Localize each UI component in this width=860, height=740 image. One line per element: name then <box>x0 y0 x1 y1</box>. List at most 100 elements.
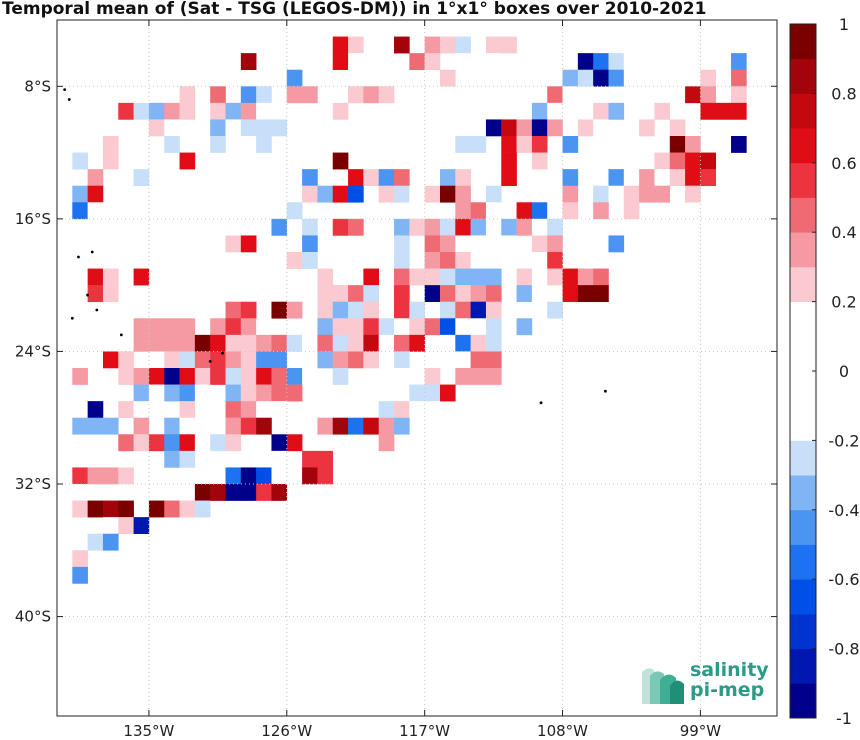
colorbar-segment <box>790 544 816 580</box>
heatmap-cell <box>148 334 165 352</box>
heatmap-cell <box>164 334 180 352</box>
heatmap-cell <box>225 384 242 402</box>
heatmap-cell <box>516 202 533 220</box>
heatmap-cell <box>256 334 272 352</box>
heatmap-cell <box>608 69 625 87</box>
heatmap-cell <box>470 235 487 253</box>
heatmap-cell <box>363 384 379 402</box>
heatmap-cell <box>378 434 395 452</box>
heatmap-cell <box>271 484 288 501</box>
heatmap-cell <box>455 268 471 286</box>
latitude-axis: 8°S 16°S 24°S 32°S 40°S <box>15 77 777 626</box>
heatmap-cell <box>72 550 88 568</box>
heatmap-cell <box>608 185 625 203</box>
heatmap-cell <box>133 517 150 535</box>
heatmap-cell <box>639 185 655 203</box>
heatmap-cell <box>654 185 671 203</box>
heatmap-cell <box>562 86 579 104</box>
x-tick-label: 117°W <box>399 722 450 740</box>
heatmap-cell <box>562 185 579 203</box>
heatmap-cell <box>455 218 471 236</box>
heatmap-cell <box>72 185 88 203</box>
colorbar-segment <box>790 128 816 164</box>
colorbar-segment <box>790 371 816 407</box>
heatmap-cell <box>623 119 640 137</box>
plot-frame <box>56 19 778 717</box>
heatmap-cell <box>102 517 119 535</box>
heatmap-cell <box>654 69 671 87</box>
colorbar-tick-label: 0.6 <box>831 154 856 173</box>
heatmap-cell <box>455 169 471 187</box>
heatmap-cell <box>394 268 410 286</box>
island-mark <box>86 293 90 297</box>
heatmap-cell <box>593 119 609 137</box>
island-mark <box>221 351 224 355</box>
colorbar-tick-label: 0.2 <box>831 293 856 312</box>
heatmap-cell <box>256 401 272 419</box>
heatmap-cell <box>577 285 594 303</box>
heatmap-cell <box>240 318 257 336</box>
heatmap-cell <box>409 401 425 419</box>
heatmap-cell <box>593 152 609 170</box>
heatmap-cell <box>424 185 441 203</box>
heatmap-cell <box>394 334 410 352</box>
heatmap-cell <box>256 136 272 153</box>
heatmap-cell <box>72 417 88 435</box>
heatmap-cell <box>516 268 533 286</box>
heatmap-cell <box>87 467 104 485</box>
heatmap-cell <box>623 53 640 71</box>
heatmap-cell <box>470 218 487 236</box>
heatmap-cell <box>485 351 502 369</box>
heatmap-cell <box>148 368 165 385</box>
heatmap-cell <box>547 235 563 253</box>
island-marks <box>63 88 607 405</box>
heatmap-cell <box>133 368 150 385</box>
heatmap-cell <box>164 500 180 518</box>
heatmap-cell <box>547 86 563 104</box>
heatmap-cell <box>394 401 410 419</box>
heatmap-cell <box>240 401 257 419</box>
heatmap-cell <box>210 401 226 419</box>
heatmap-cell <box>485 301 502 319</box>
heatmap-cell <box>685 152 701 170</box>
heatmap-cell <box>394 351 410 369</box>
heatmap-cell <box>700 169 717 187</box>
heatmap-cell <box>593 185 609 203</box>
heatmap-cell <box>225 417 242 435</box>
heatmap-cell <box>179 384 196 402</box>
heatmap-cell <box>286 434 303 452</box>
heatmap-cell <box>562 268 579 286</box>
heatmap-cell <box>256 318 272 336</box>
heatmap-cell <box>87 450 104 468</box>
heatmap-cell <box>194 484 211 501</box>
heatmap-cell <box>455 136 471 153</box>
heatmap-cell <box>194 500 211 518</box>
heatmap-cell <box>286 368 303 385</box>
heatmap-cell <box>348 69 364 87</box>
heatmap-cell <box>731 53 747 71</box>
heatmap-cell <box>623 136 640 153</box>
heatmap-cell <box>240 484 257 501</box>
heatmap-cell <box>87 169 104 187</box>
heatmap-cell <box>485 202 502 220</box>
heatmap-cell <box>72 500 88 518</box>
colorbar-segment <box>790 613 816 649</box>
colorbar-ticks: 1 0.8 0.6 0.4 0.2 0 -0.2 -0.4 -0.6 -0.8 -1 <box>812 15 860 728</box>
heatmap-cell <box>531 301 548 319</box>
heatmap-cell <box>148 434 165 452</box>
heatmap-cell <box>531 252 548 269</box>
heatmap-cell <box>72 202 88 220</box>
heatmap-cell <box>485 368 502 385</box>
island-mark <box>95 308 99 312</box>
heatmap-cell <box>409 318 425 336</box>
heatmap-cell <box>286 301 303 319</box>
heatmap-cell <box>378 235 395 253</box>
heatmap-cell <box>409 301 425 319</box>
heatmap-cell <box>547 252 563 269</box>
chart-title: Temporal mean of (Sat - TSG (LEGOS-DM)) … <box>2 0 707 19</box>
heatmap-cell <box>286 69 303 87</box>
heatmap-cell <box>424 368 441 385</box>
y-tick-label: 24°S <box>15 342 51 360</box>
heatmap-cells <box>72 36 747 584</box>
heatmap-cell <box>240 384 257 402</box>
